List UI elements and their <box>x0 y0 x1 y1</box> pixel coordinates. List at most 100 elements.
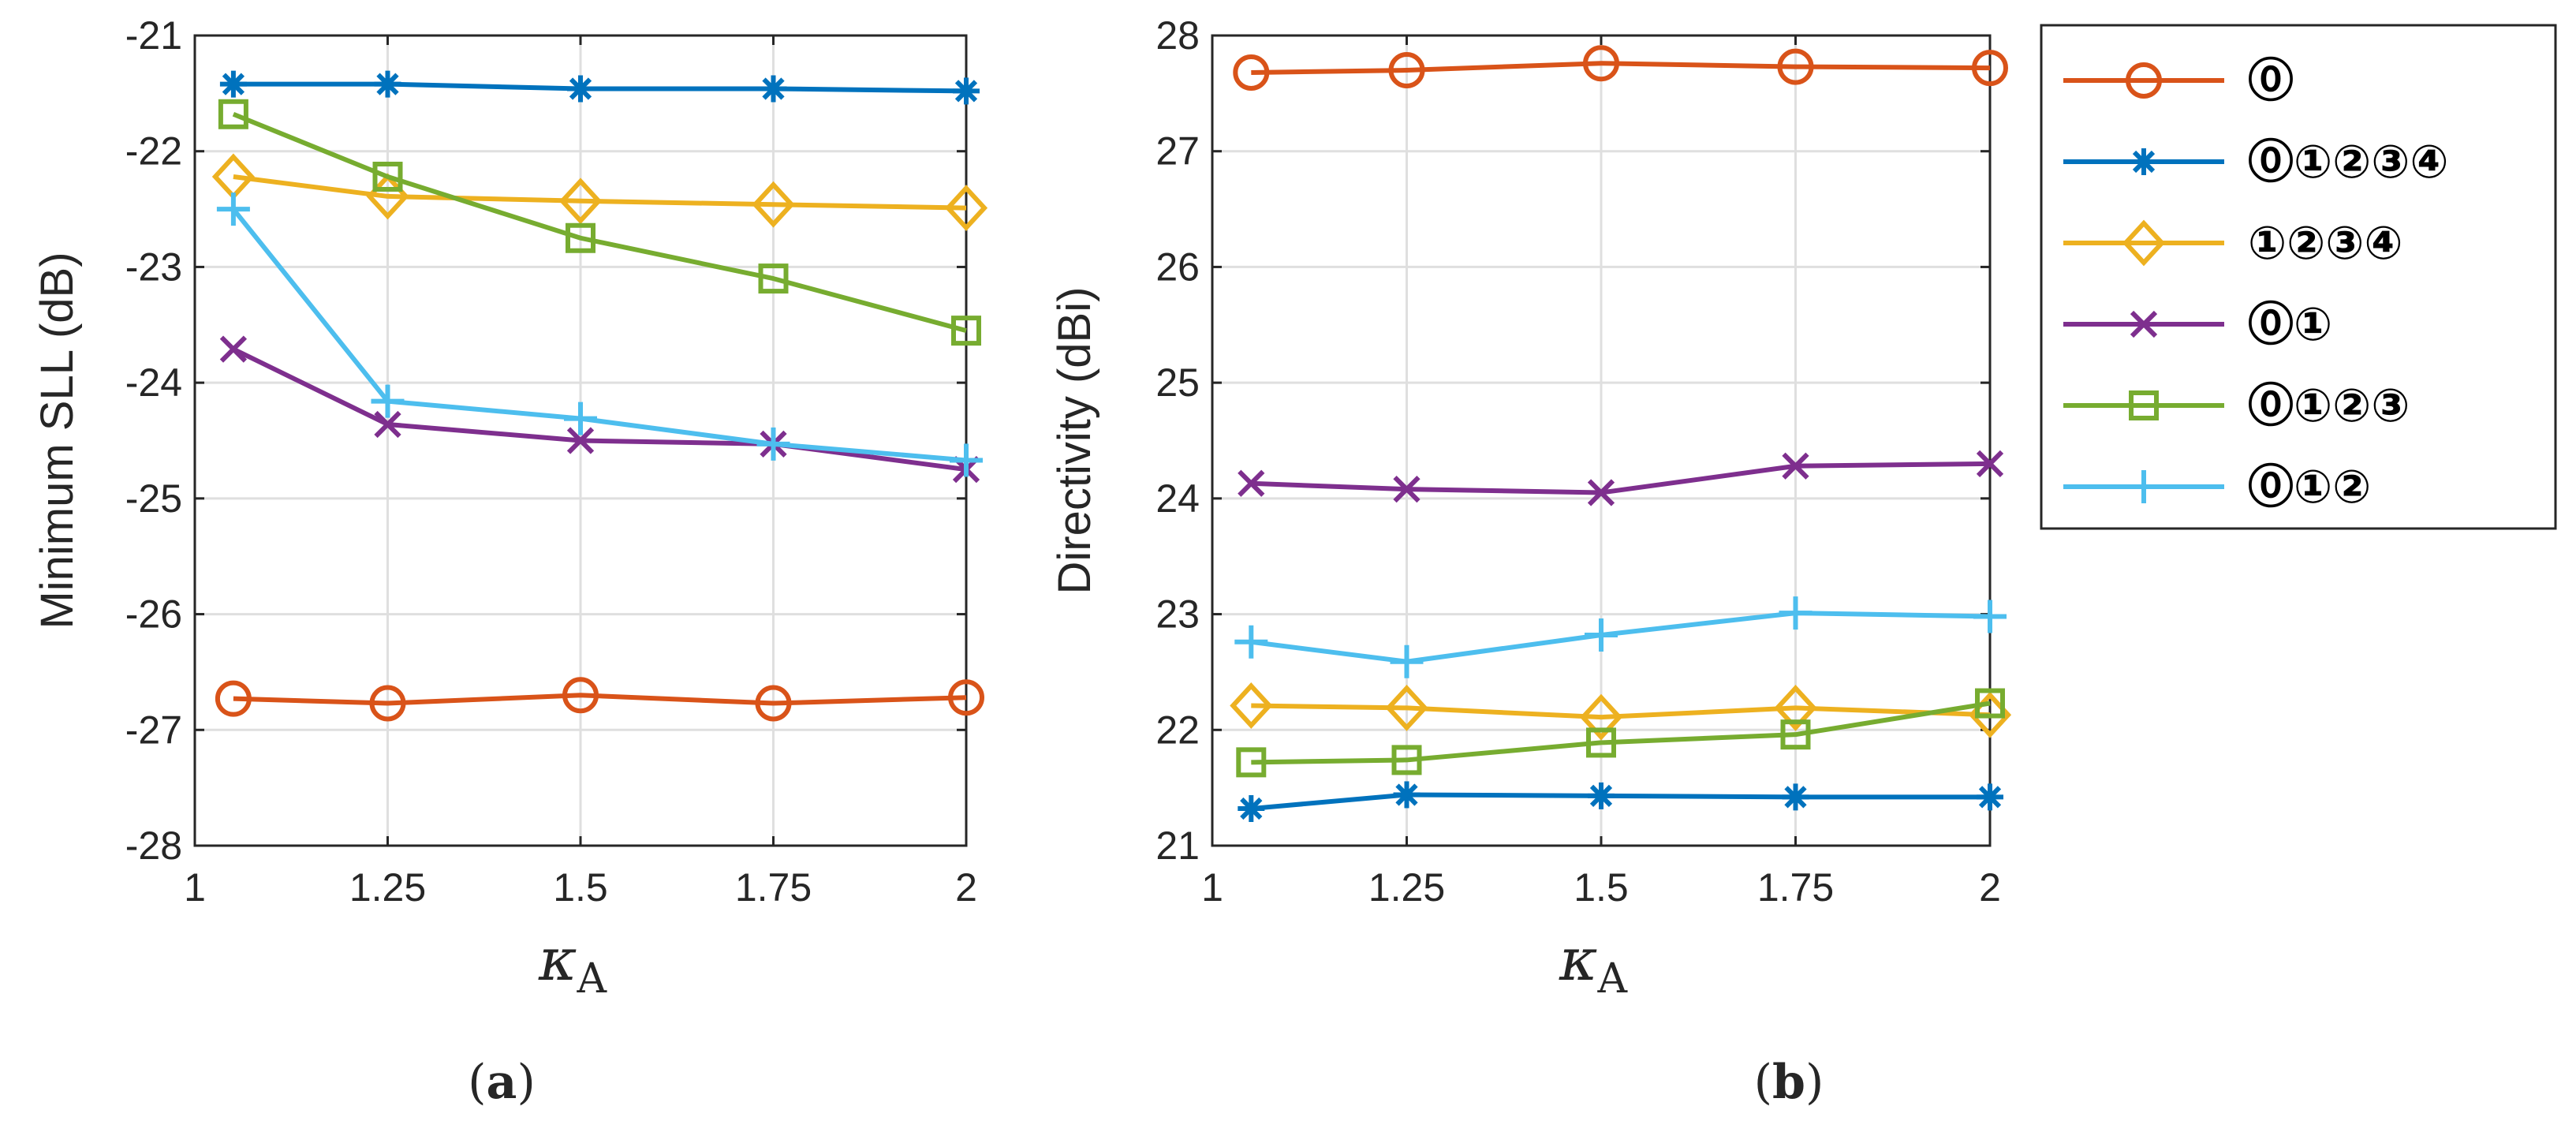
y-tick-label: -25 <box>125 476 182 521</box>
data-point <box>372 161 403 192</box>
legend-entry: ⓪①②③ <box>2063 379 2410 432</box>
data-point <box>564 402 597 435</box>
x-axis-label: κA <box>538 926 608 1003</box>
x-tick-label: 1.5 <box>1574 865 1629 910</box>
legend-marker <box>2127 470 2160 503</box>
y-tick-label: -22 <box>125 129 182 174</box>
data-point <box>1774 684 1817 731</box>
data-point <box>1777 48 1814 85</box>
legend-marker <box>2129 390 2159 420</box>
data-point <box>953 77 980 105</box>
series-0 <box>215 677 984 722</box>
panel-caption: (a) <box>468 1055 536 1110</box>
series-4 <box>218 99 981 346</box>
series-2 <box>211 153 988 232</box>
data-point <box>218 99 248 129</box>
y-tick-label: -23 <box>125 245 182 289</box>
x-tick-label: 1 <box>184 865 206 910</box>
caption-open-paren: ( <box>1754 1055 1772 1110</box>
legend-label: ⓪①② <box>2248 460 2371 514</box>
data-point <box>566 222 595 253</box>
legend-entry: ⓪ <box>2063 54 2294 107</box>
series-line <box>232 111 967 334</box>
y-tick-label: 21 <box>1155 824 1200 868</box>
x-tick-label: 2 <box>1979 865 2001 910</box>
legend-entry: ⓪① <box>2063 297 2332 351</box>
tick-marks <box>193 34 968 847</box>
legend-label: ⓪ <box>2248 54 2294 107</box>
legend: ⓪ ⓪①②③④ ①②③④ ⓪① ⓪①②③ ⓪①② <box>2040 24 2557 530</box>
x-tick-label: 1.75 <box>735 865 812 910</box>
x-tick-label: 1 <box>1201 865 1223 910</box>
data-point <box>1391 745 1422 775</box>
data-point <box>1588 782 1615 809</box>
series-0 <box>1233 45 2008 91</box>
data-point <box>1780 719 1811 750</box>
legend-entry: ①②③④ <box>2063 216 2402 270</box>
y-tick-label: 27 <box>1155 129 1200 174</box>
y-tick-label: -21 <box>125 13 182 58</box>
caption-letter: b <box>1772 1055 1805 1110</box>
data-point <box>1977 783 2003 811</box>
caption-close-paren: ) <box>1805 1055 1824 1110</box>
data-point <box>1238 795 1265 823</box>
chart-panel-b: 1 1.25 1.5 1.75 2 21 22 23 24 25 26 27 28 Directivity… <box>1049 13 2012 1110</box>
data-point <box>567 75 594 103</box>
caption-close-paren: ) <box>517 1055 535 1110</box>
data-point <box>1230 682 1273 729</box>
series-5 <box>216 192 983 477</box>
legend-marker <box>2126 62 2162 99</box>
data-point <box>1586 727 1616 758</box>
data-point <box>944 185 988 232</box>
data-point <box>948 679 984 716</box>
y-tick-label: 26 <box>1155 245 1200 289</box>
x-tick-label: 1.75 <box>1757 865 1834 910</box>
x-axis-label: κA <box>1559 926 1629 1003</box>
legend-label: ⓪①②③④ <box>2248 135 2448 189</box>
caption-letter: a <box>487 1055 517 1110</box>
data-point <box>219 335 248 363</box>
y-tick-label: 23 <box>1155 592 1200 637</box>
legend-entry: ⓪①② <box>2063 460 2371 514</box>
data-point <box>752 181 795 228</box>
data-point <box>374 70 401 98</box>
series-3 <box>1238 450 2004 506</box>
y-tick-label: 28 <box>1155 13 1200 58</box>
y-tick-label: -28 <box>125 824 182 868</box>
data-point <box>566 427 595 454</box>
panel-caption: (b) <box>1754 1055 1824 1110</box>
data-point <box>1975 688 2005 719</box>
data-point <box>1234 625 1268 659</box>
data-point <box>1238 469 1265 497</box>
data-point <box>1976 450 2004 477</box>
data-point <box>1779 596 1813 630</box>
data-point <box>216 192 250 226</box>
series-1 <box>219 70 980 105</box>
series-line <box>1251 61 1991 75</box>
y-tick-label: 25 <box>1155 361 1200 405</box>
x-axis-label-symbol: κ <box>538 926 577 994</box>
series-line <box>1251 703 1991 720</box>
data-point <box>1782 452 1809 480</box>
y-tick-label: 22 <box>1155 708 1200 752</box>
x-axis-label-subscript: A <box>576 955 607 1003</box>
data-point <box>950 443 983 477</box>
y-tick-label: -24 <box>125 361 182 405</box>
data-point <box>562 677 599 714</box>
legend-marker <box>2130 310 2158 338</box>
data-point <box>760 75 787 103</box>
x-tick-label: 1.25 <box>349 865 426 910</box>
data-point <box>1390 644 1424 678</box>
data-point <box>369 685 406 722</box>
legend-marker <box>2130 148 2157 175</box>
data-point <box>1393 781 1421 809</box>
data-point <box>1236 747 1267 778</box>
caption-open-paren: ( <box>468 1055 486 1110</box>
data-point <box>374 410 401 439</box>
data-point <box>756 427 790 461</box>
data-point <box>1585 618 1618 652</box>
series-5 <box>1234 596 2007 678</box>
data-point <box>558 177 603 225</box>
y-axis-label: Minimum SLL (dB) <box>32 252 83 629</box>
